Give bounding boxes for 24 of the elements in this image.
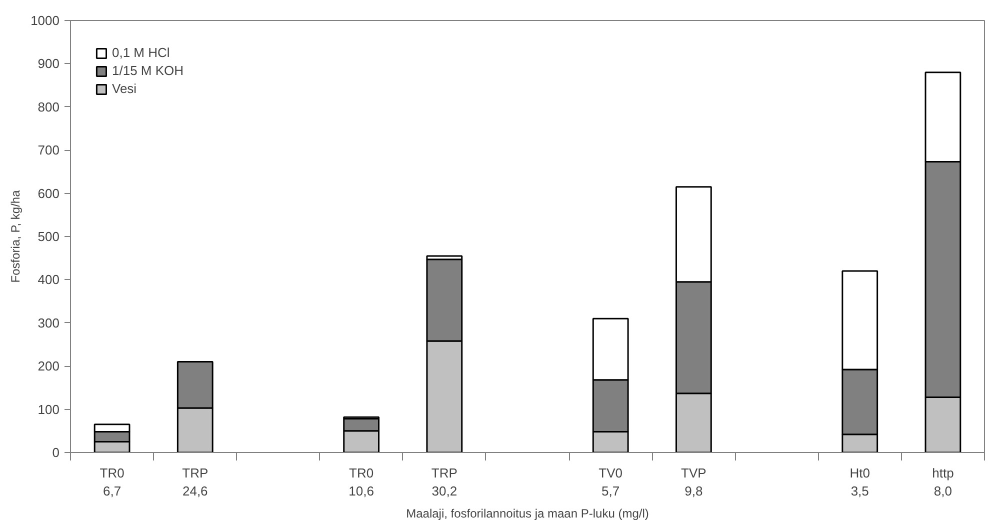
y-tick-label: 100: [38, 402, 60, 417]
x-tick-label: TR0 10,6: [348, 466, 374, 498]
y-tick-label: 1000: [30, 13, 60, 28]
x-tick-label: TVP 9,8: [681, 466, 706, 498]
y-tick-label: 400: [38, 272, 60, 288]
legend-label: 0,1 M HCl: [112, 45, 170, 60]
y-axis-title: Fosforia, P, kg/ha: [8, 190, 23, 283]
y-tick-label: 300: [38, 315, 60, 330]
x-tick-label: Ht0 3,5: [850, 466, 870, 498]
y-tick-label: 800: [38, 99, 60, 114]
x-tick-label: TRP 30,2: [431, 466, 458, 498]
y-tick-label: 600: [38, 186, 60, 201]
legend-label: 1/15 M KOH: [112, 63, 184, 78]
y-tick-label: 900: [38, 56, 60, 72]
x-tick-label: TV0 5,7: [598, 466, 623, 498]
x-tick-label: http 8,0: [932, 466, 954, 498]
y-tick-label: 700: [38, 142, 60, 158]
x-tick-label: TRP 24,6: [182, 466, 208, 498]
y-tick-label: 500: [38, 229, 60, 244]
y-tick-label: 200: [38, 358, 60, 374]
x-axis-title: Maalaji, fosforilannoitus ja maan P-luku (mg/l): [406, 506, 649, 520]
y-tick-label: 0: [52, 445, 60, 460]
legend-label: Vesi: [112, 81, 137, 96]
x-tick-label: TR0 6,7: [100, 466, 124, 498]
